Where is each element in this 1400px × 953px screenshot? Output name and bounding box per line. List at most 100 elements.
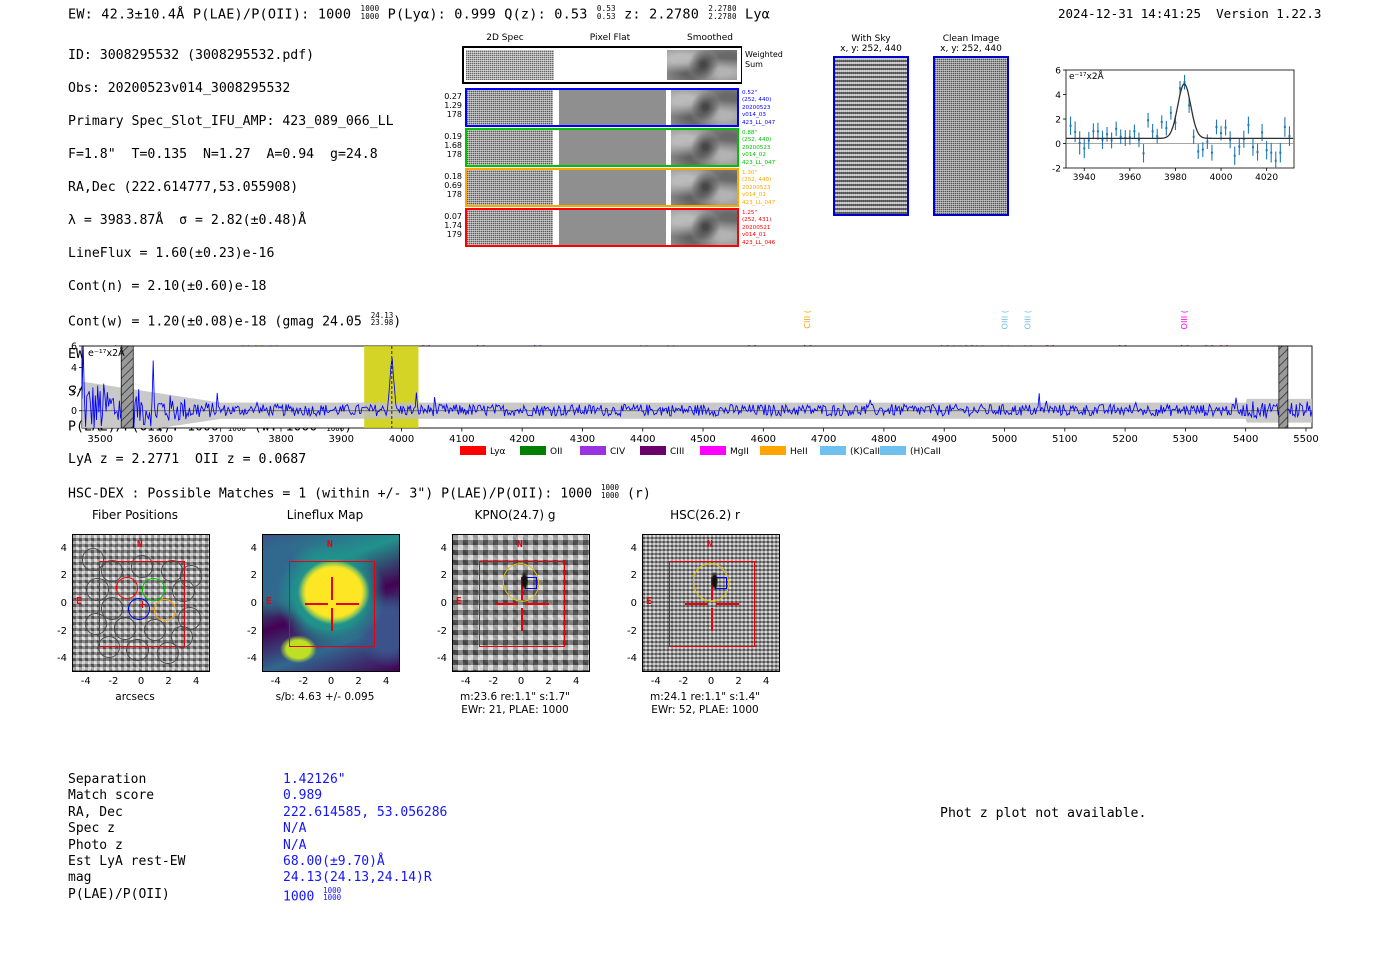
cutout-ytick: 0 <box>60 598 67 609</box>
fiber-stat-value: 178 <box>446 150 462 160</box>
weighted-sum-smoothed <box>667 50 737 80</box>
cutout-ytick: 0 <box>440 598 447 609</box>
fiber-circle <box>97 635 121 659</box>
fiber-circle <box>100 559 124 583</box>
info-line-cont-w: Cont(w) = 1.20(±0.08)e-18 (gmag 24.05 24… <box>68 310 402 329</box>
with-sky-image <box>833 56 909 216</box>
cutout-image[interactable] <box>452 534 590 672</box>
cutout-ytick: -2 <box>627 625 637 637</box>
header-summary: EW: 42.3±10.4Å P(LAE)/P(OII): 1000 1000 1… <box>68 4 770 23</box>
cutout-ytick: 4 <box>250 542 257 554</box>
fiber-circle <box>81 548 105 571</box>
spectrum-xtick: 5000 <box>992 434 1017 445</box>
match-row-value: 1000 1000 1000 <box>283 885 342 905</box>
fiber-gap <box>553 90 559 125</box>
masked-band <box>1278 345 1289 429</box>
gmag-fraction: 24.13 23.98 <box>370 310 394 328</box>
fiber-gap-2 <box>666 130 671 165</box>
spectrum-xtick: 4600 <box>751 434 776 445</box>
fiber-row <box>465 168 739 207</box>
cutout-xtick: 0 <box>137 676 145 687</box>
fiber-stat-value: 178 <box>446 110 462 120</box>
fiber-stat-value: 0.18 <box>444 172 462 181</box>
fiber-metadata-line: 0.88" <box>742 130 758 136</box>
cutout-xtick: 2 <box>735 676 742 687</box>
spectrum-legend-label: CIII <box>670 447 684 457</box>
fiber-circle <box>130 555 154 578</box>
cutout-panels: Fiber Positions N E 4 2 0 -2 -4 -4 -2 0 2 4 arcsecs Li… <box>40 508 800 738</box>
version-label: Version 1.22.3 <box>1216 6 1322 21</box>
fiber-circle <box>115 576 139 600</box>
compass-north: N <box>137 539 143 550</box>
crosshair-h-right <box>526 603 549 605</box>
plae-fraction: 1000 1000 <box>360 4 380 21</box>
cutout-image[interactable] <box>642 534 780 672</box>
fiber-2dspec <box>467 170 553 205</box>
cutout-ytick: 0 <box>630 598 637 609</box>
spectrum-xtick: 3800 <box>268 434 293 445</box>
col-title-smoothed: Smoothed <box>687 33 733 43</box>
cutout-xtick: -4 <box>460 676 471 687</box>
fiber-metadata-line: (252, 440) <box>742 137 772 144</box>
clean-image-subtitle: x, y: 252, 440 <box>940 44 1002 54</box>
fiber-metadata-line: 0.52" <box>742 90 758 96</box>
hscdex-header-post: (r) <box>619 486 651 502</box>
cutout-xtick: 2 <box>165 676 172 687</box>
spectrum-units-label: e⁻¹⁷x2Å <box>88 347 125 359</box>
spectrum-xtick: 5400 <box>1233 434 1258 445</box>
cutout-title: Fiber Positions <box>91 508 179 522</box>
line-profile-plot: -2 0 2 4 6 3940 3960 3980 4000 4020 e⁻¹⁷x2Å <box>1040 58 1300 188</box>
fiber-metadata: 1.25" (252, 431) 20200521 v014_01 423_LL_046 <box>742 210 802 247</box>
spectrum-ytick: 0 <box>71 406 77 417</box>
spectrum-legend-label: Lyα <box>490 447 506 457</box>
crosshair-h-right <box>716 603 739 605</box>
info-line-radec: RA,Dec (222.614777,53.055908) <box>68 180 299 196</box>
profile-units-label: e⁻¹⁷x2Å <box>1069 70 1105 82</box>
match-row-value: 1.42126" <box>283 772 346 787</box>
spectrum-legend-label: OII <box>550 447 562 457</box>
fiber-stats: 0.18 0.69 178 <box>436 172 462 200</box>
header-summary-end: Lyα <box>736 6 770 23</box>
fiber-stat-value: 0.69 <box>444 181 462 191</box>
match-row-value: N/A <box>283 837 307 853</box>
info-line-redshifts: LyA z = 2.2771 OII z = 0.0687 <box>68 452 307 468</box>
cutout-xtick: 4 <box>193 676 200 687</box>
profile-model-curve <box>1066 83 1294 140</box>
profile-ytick: -2 <box>1052 164 1061 174</box>
cutout-xtick: 4 <box>573 676 580 687</box>
cutout-xtick: 4 <box>383 676 390 687</box>
compass-north: N <box>327 539 333 550</box>
cutout-ytick: -4 <box>57 653 67 665</box>
cutout-ytick: 4 <box>630 542 637 554</box>
clean-image-title: Clean Image <box>942 34 1000 44</box>
spectrum-legend-label: (K)CaII <box>850 447 880 457</box>
match-row-value: 222.614585, 53.056286 <box>283 804 448 820</box>
cutout-ytick: -2 <box>247 625 257 637</box>
fiber-metadata-line: v014_03 <box>742 112 766 119</box>
timestamp: 2024-12-31 14:41:25 <box>1058 6 1201 21</box>
full-spectrum-svg: SiIV (OII (CIV (OII (NV (SiII (HeII (Hγ … <box>71 310 1319 457</box>
crosshair-h-left <box>305 603 328 605</box>
fiber-2dspec <box>467 210 553 245</box>
match-row-value: 68.00(±9.70)Å <box>283 854 385 869</box>
fiber-pixelflat <box>559 210 666 245</box>
header-summary-mid: P(Lyα): 0.999 Q(z): 0.53 <box>379 6 596 23</box>
cutout-image[interactable] <box>262 534 400 672</box>
cutout-xlabel: arcsecs <box>115 691 155 703</box>
fiber-metadata-line: v014_01 <box>742 192 766 199</box>
cutout-ytick: -4 <box>437 653 447 665</box>
cutout-image[interactable] <box>72 534 210 672</box>
fiber-stat-value: 179 <box>446 230 462 240</box>
fiber-circle <box>127 597 151 621</box>
fiber-gap <box>553 170 559 205</box>
cutout-ytick: 2 <box>60 570 67 582</box>
spectrum-xtick: 4800 <box>871 434 896 445</box>
emission-line-label: OIII ( <box>1022 310 1032 330</box>
cutout-title: KPNO(24.7) g <box>474 508 556 522</box>
with-sky-subtitle: x, y: 252, 440 <box>840 44 902 54</box>
red-box <box>668 560 756 648</box>
cutout-caption-2: EWr: 52, PLAE: 1000 <box>651 704 759 716</box>
col-title-pixelflat: Pixel Flat <box>589 33 631 43</box>
spectrum-xtick: 4300 <box>570 434 595 445</box>
cutout-xtick: -4 <box>80 676 91 687</box>
